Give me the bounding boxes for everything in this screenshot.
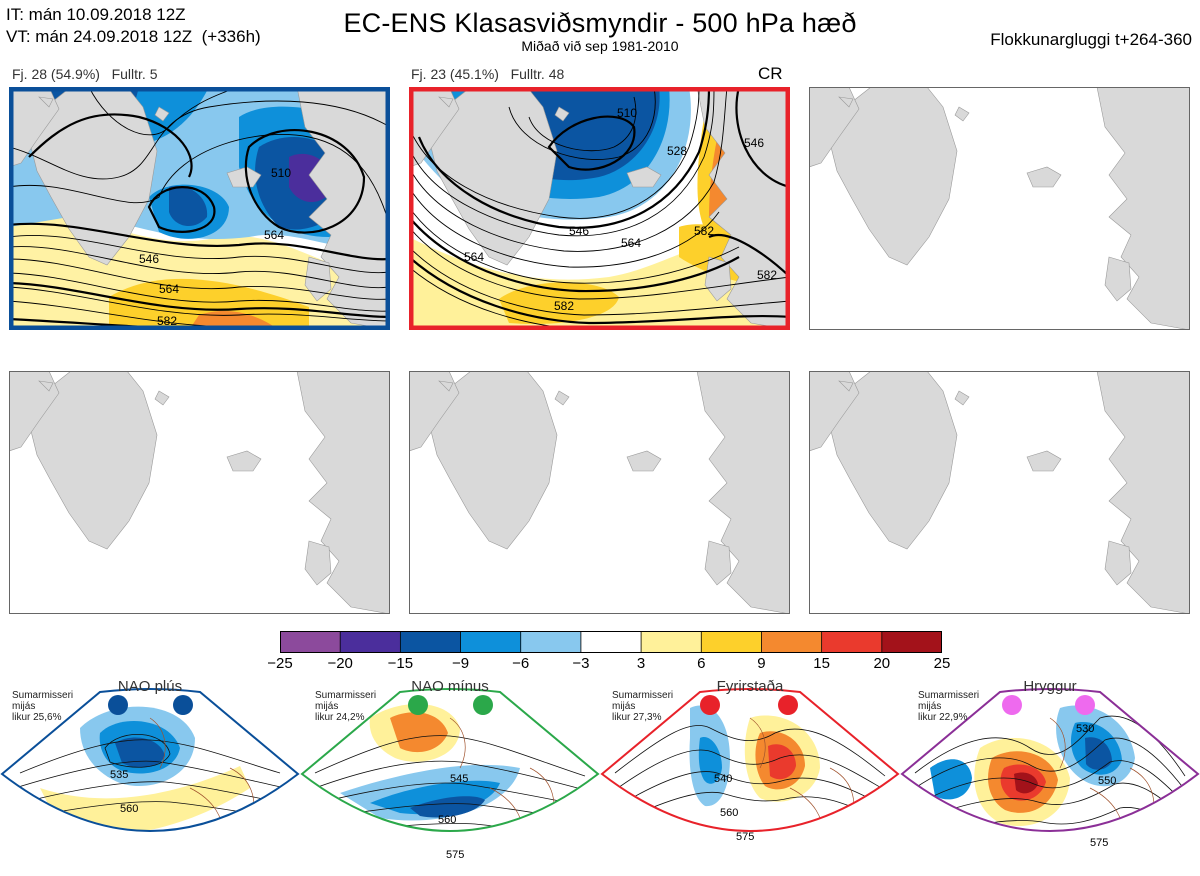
colorbar-tick-label: −25	[267, 655, 293, 672]
contour-label: 550	[1098, 775, 1116, 787]
contour-label: 546	[139, 252, 159, 266]
colorbar-cell	[520, 631, 582, 653]
contour-label: 564	[621, 236, 641, 250]
contour-label: 540	[714, 773, 732, 785]
colorbar-cell	[580, 631, 642, 653]
contour-label: 560	[720, 807, 738, 819]
regime-note-line: likur 25,6%	[12, 712, 62, 723]
forecast-times: IT: mán 10.09.2018 12Z VT: mán 24.09.201…	[6, 4, 261, 48]
regime-note-line: Sumarmisseri	[12, 690, 74, 701]
page-title: EC-ENS Klasasviðsmyndir - 500 hPa hæð	[343, 8, 857, 38]
regime-note: Sumarmisseri mijás likur 27,3%	[612, 690, 673, 723]
regime-ridge: 530 550 575 Hryggur Sumarmisseri mijás lik…	[900, 678, 1200, 871]
init-time: IT: mán 10.09.2018 12Z	[6, 5, 186, 24]
empty-panel-6	[809, 371, 1190, 614]
regime-center-dot	[408, 695, 428, 715]
colorbar-cell	[460, 631, 522, 653]
regime-center-dot	[473, 695, 493, 715]
contour-label: 560	[120, 803, 138, 815]
regime-note: Sumarmisseri mijás likur 24,2%	[315, 690, 376, 723]
regime-nao-minus: 545 560 575 NAO mínus Sumarmisseri mijás l…	[300, 678, 600, 871]
colorbar-tick-label: 6	[697, 655, 706, 672]
contour-label: 560	[438, 814, 456, 826]
contour-label: 528	[667, 144, 687, 158]
colorbar-cell	[399, 631, 462, 653]
contour-label: 510	[617, 106, 637, 120]
empty-panel-3	[809, 87, 1190, 330]
colorbar-tick-label: 20	[873, 655, 891, 672]
contour-label: 530	[1076, 723, 1094, 735]
colorbar-cell	[339, 631, 402, 653]
valid-time: VT: mán 24.09.2018 12Z (+336h)	[6, 27, 261, 46]
regime-title: NAO plús	[117, 678, 183, 695]
page-subtitle: Miðað við sep 1981-2010	[521, 38, 679, 54]
contour-label: 535	[110, 769, 128, 781]
regime-note-line: mijás	[918, 701, 942, 712]
regime-note-line: mijás	[315, 701, 339, 712]
regime-note-line: Sumarmisseri	[315, 690, 377, 701]
regime-note-line: mijás	[12, 701, 36, 712]
contour-label: 564	[264, 228, 284, 242]
colorbar	[280, 631, 942, 653]
regime-blocking: 540 560 575 Fyrirstaða Sumarmisseri mijás…	[600, 678, 900, 871]
colorbar-tick-label: 3	[636, 655, 646, 672]
contour-label: 545	[450, 773, 468, 785]
colorbar-tick-label: −3	[572, 655, 590, 672]
regime-title: Hryggur	[1023, 678, 1077, 695]
regime-nao-plus: 535 560 NAO plús Sumarmisseri mijás likur …	[0, 678, 300, 871]
contour-label: 564	[464, 250, 484, 264]
colorbar-cell	[821, 631, 883, 653]
colorbar-cell	[640, 631, 703, 653]
cluster-panel-1: 546 564 582 510 564	[9, 87, 390, 330]
contour-label: 575	[1090, 837, 1108, 849]
regime-title: NAO mínus	[411, 678, 489, 695]
colorbar-tick-label: 15	[813, 655, 830, 672]
cluster-panel-2: 510 546 564 582 564 582 582 546 528	[409, 87, 790, 330]
panel-2-regime-tag: CR	[758, 64, 783, 83]
classification-window: Flokkunargluggi t+264-360	[990, 30, 1192, 49]
panel-2-label: Fj. 23 (45.1%) Fulltr. 48	[411, 66, 565, 82]
panel-1-label: Fj. 28 (54.9%) Fulltr. 5	[12, 66, 158, 82]
regime-center-dot	[778, 695, 798, 715]
colorbar-tick-label: −15	[387, 655, 414, 672]
colorbar-cell	[700, 631, 763, 653]
colorbar-tick-label: −6	[512, 655, 530, 672]
contour-label: 582	[554, 299, 574, 313]
contour-label: 582	[694, 224, 714, 238]
contour-label: 575	[446, 849, 464, 861]
contour-label: 546	[744, 136, 764, 150]
regime-note-line: mijás	[612, 701, 636, 712]
regime-note-line: Sumarmisseri	[918, 690, 980, 701]
colorbar-tick-label: −20	[327, 655, 353, 672]
colorbar-cell	[761, 631, 823, 653]
regime-center-dot	[108, 695, 128, 715]
contour-label: 582	[757, 268, 777, 282]
colorbar-tick-label: −9	[451, 655, 470, 672]
colorbar-tick-label: 25	[933, 655, 951, 672]
regime-note: Sumarmisseri mijás likur 25,6%	[12, 690, 73, 723]
regime-center-dot	[173, 695, 193, 715]
regime-note-line: likur 22,9%	[918, 712, 968, 723]
empty-panel-4	[9, 371, 390, 614]
contour-label: 582	[157, 314, 177, 328]
regime-note-line: Sumarmisseri	[612, 690, 674, 701]
regime-note-line: likur 27,3%	[612, 712, 662, 723]
colorbar-tick-label: 9	[757, 655, 766, 672]
regime-note: Sumarmisseri mijás likur 22,9%	[918, 690, 979, 723]
contour-label: 546	[569, 224, 589, 238]
regime-title: Fyrirstaða	[716, 678, 784, 695]
regime-note-line: likur 24,2%	[315, 712, 365, 723]
regime-center-dot	[1002, 695, 1022, 715]
colorbar-cell	[280, 631, 342, 653]
contour-label: 564	[159, 282, 179, 296]
contour-label: 510	[271, 166, 291, 180]
regime-center-dot	[700, 695, 720, 715]
regime-center-dot	[1075, 695, 1095, 715]
contour-label: 575	[736, 831, 754, 843]
colorbar-cell	[881, 631, 942, 653]
empty-panel-5	[409, 371, 790, 614]
